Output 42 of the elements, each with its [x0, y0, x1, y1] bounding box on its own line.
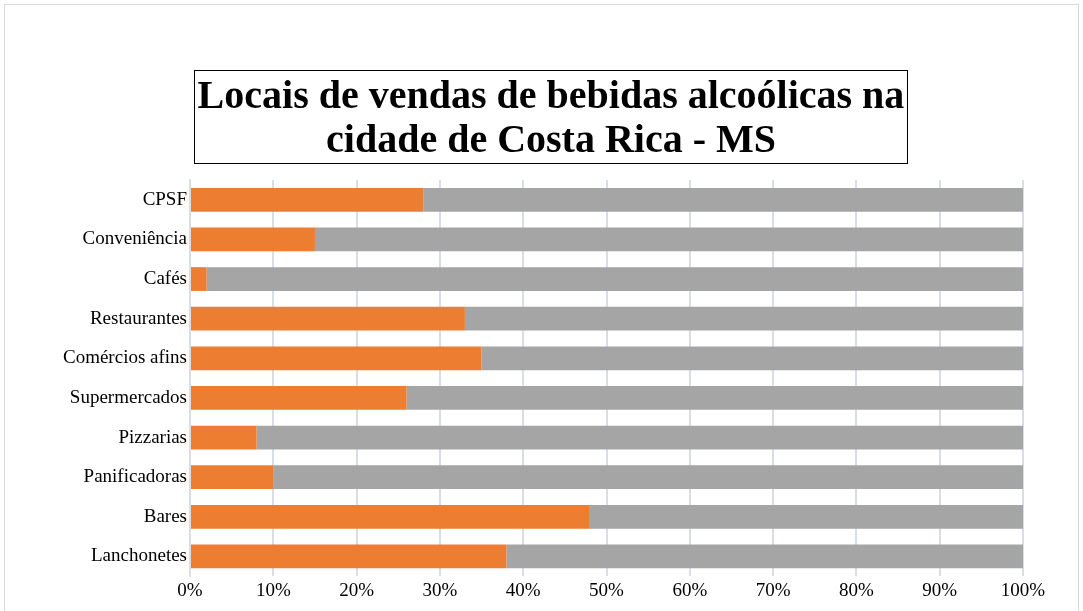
y-tick-label: Comércios afins: [62, 346, 187, 368]
x-tick-label: 40%: [505, 578, 541, 600]
y-tick-label: CPSF: [142, 187, 187, 209]
x-tick-label: 30%: [422, 578, 458, 600]
y-tick-label: Panificadoras: [83, 465, 187, 487]
x-tick-label: 50%: [589, 578, 625, 600]
bar: [256, 425, 1023, 450]
bar: [191, 425, 257, 450]
y-tick-label: Pizzarias: [118, 425, 187, 447]
x-tick-label: 100%: [1000, 578, 1046, 600]
x-tick-label: 90%: [922, 578, 958, 600]
chart-title: Locais de vendas de bebidas alcoólicas na cidade de Costa Rica - MS: [194, 70, 908, 164]
bar: [191, 267, 207, 291]
bar: [191, 504, 590, 529]
bar: [506, 544, 1023, 569]
bar: [191, 187, 424, 212]
bar: [423, 187, 1023, 212]
bar: [589, 504, 1023, 529]
bar: [481, 346, 1023, 371]
bar: [191, 386, 407, 410]
x-tick-label: 80%: [838, 578, 874, 600]
x-tick-label: 20%: [339, 578, 375, 600]
bar: [206, 267, 1023, 291]
y-tick-label: Supermercados: [69, 385, 187, 407]
bar: [464, 306, 1023, 331]
y-tick-label: Conveniência: [82, 227, 188, 249]
y-tick-label: Lanchonetes: [90, 544, 187, 566]
bar: [314, 227, 1023, 252]
y-tick-label: Restaurantes: [89, 306, 187, 328]
x-tick-label: 60%: [672, 578, 708, 600]
bar: [191, 346, 482, 371]
bar: [273, 465, 1023, 490]
y-tick-label: Cafés: [143, 267, 187, 289]
bar: [191, 227, 315, 252]
x-tick-label: 70%: [755, 578, 791, 600]
x-tick-label: 0%: [177, 578, 203, 600]
y-tick-label: Bares: [143, 504, 187, 526]
bar: [191, 306, 465, 331]
bar: [191, 465, 274, 490]
bar: [191, 544, 507, 569]
bar: [406, 386, 1023, 410]
x-tick-label: 10%: [255, 578, 291, 600]
